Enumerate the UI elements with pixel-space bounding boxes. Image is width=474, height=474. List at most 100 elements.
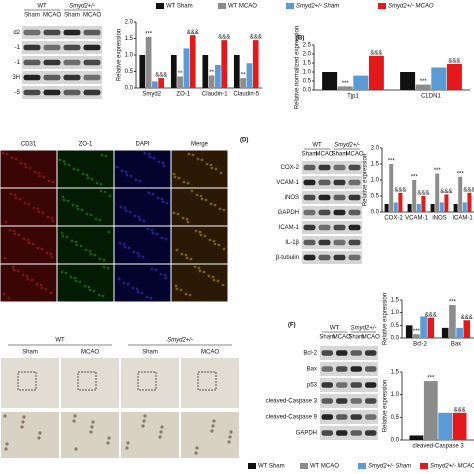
blot-background [302,251,362,264]
if-signal [211,275,215,279]
if-image [57,188,114,226]
if-signal [13,193,17,197]
significance-label: ** [241,73,246,79]
blot-band [365,382,377,388]
if-signal [200,197,204,201]
blot-band [321,350,333,356]
if-signal [122,281,126,285]
if-signal [122,242,126,246]
y-tick-label: 1.0 [371,178,380,184]
cell [143,414,147,418]
x-tick-label: COX-2 [384,216,403,222]
group-label: Smyd2+/- [351,326,377,332]
bar [152,81,158,88]
bar [435,173,440,212]
channel-label: ZO-1 [79,142,93,148]
cell [20,425,24,429]
if-signal [132,250,136,254]
channel-label: CD31 [21,142,37,148]
blot-band [63,59,81,66]
significance-label: &&& [425,312,437,318]
if-signal [133,214,137,218]
significance-label: &&& [417,191,429,197]
if-signal [103,190,107,194]
bar [215,64,221,88]
if-signal [199,233,203,237]
blot-band [63,74,81,81]
histology-condition: Sham [142,350,158,356]
if-signal [24,165,28,169]
if-signal [81,172,85,176]
cell [107,436,111,440]
if-signal [50,255,54,259]
if-signal [1,151,5,155]
y-tick-label: 2.0 [125,20,134,26]
if-signal [73,276,77,280]
if-signal [102,265,106,269]
histology-condition: Sham [22,350,38,356]
blot-row-label: ICAM-1 [279,225,300,231]
if-signal [27,202,31,206]
condition-label: MCAO [316,152,334,158]
if-signal [199,194,203,198]
bar [452,412,467,440]
if-signal [99,189,103,193]
if-signal [12,268,16,272]
bar [413,334,420,338]
if-signal [79,244,83,248]
if-signal [202,270,206,274]
if-signal [222,247,226,251]
if-signal [49,252,53,256]
if-signal [64,271,68,275]
if-signal [159,272,163,276]
x-tick-label: Bcl-2 [413,342,427,348]
if-image [0,150,57,188]
y-tick-label: 1.5 [391,298,400,304]
cell [211,424,215,428]
y-tick-label: 0.5 [371,194,380,200]
cell [4,447,8,451]
x-tick-label: iNOS [432,216,446,222]
bar [208,75,215,88]
blot-background [320,410,378,424]
bar [170,55,177,88]
significance-label: *** [434,168,442,174]
if-signal [23,201,27,205]
blot-band [333,239,346,246]
if-signal [37,171,41,175]
blot-background [22,56,102,69]
cell [73,414,77,418]
blot-background [320,394,378,408]
blot-band [23,74,41,81]
bar [438,412,453,440]
cell [90,425,94,429]
if-signal [164,237,168,241]
x-tick-label: Claudin-5 [233,92,259,98]
if-signal [88,288,92,292]
blot-band [318,254,331,261]
if-signal [3,256,7,260]
if-signal [31,242,35,246]
if-signal [127,246,131,250]
bar [233,55,240,88]
cell [141,424,145,428]
bar [444,194,449,212]
blot-row-label: d2 [13,30,20,36]
blot-band [336,350,348,356]
blot-band [333,164,346,171]
cell [106,441,110,445]
if-signal [90,177,94,181]
bar [407,204,412,212]
bar [420,316,427,338]
if-signal [8,228,12,232]
bar [183,48,190,88]
if-signal [210,166,214,170]
y-axis-label: Relative expression [383,293,389,345]
if-signal [197,266,201,270]
if-signal [67,163,71,167]
if-signal [204,198,208,202]
if-signal [11,265,15,269]
if-signal [161,161,165,165]
blot-band [303,224,316,231]
